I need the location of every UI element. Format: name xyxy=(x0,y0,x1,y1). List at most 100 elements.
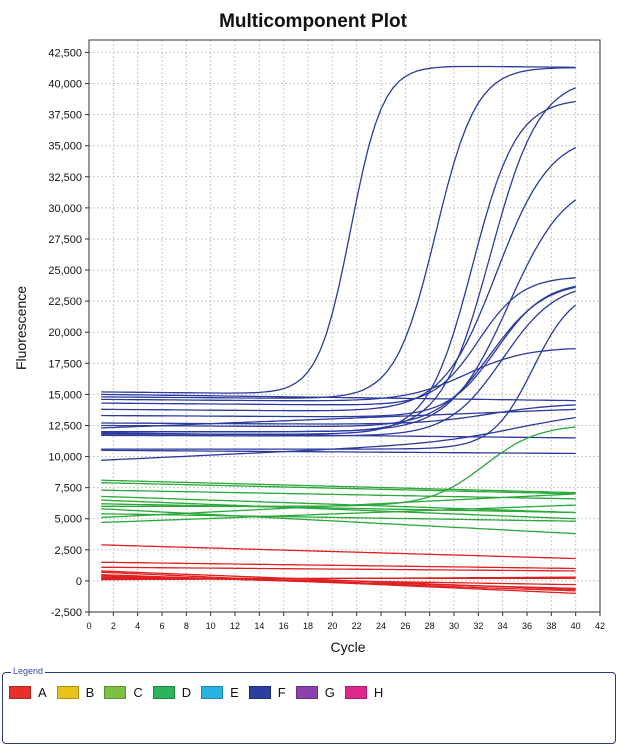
x-tick-label: 40 xyxy=(571,621,581,631)
grid xyxy=(89,40,600,612)
y-tick-label: 22,500 xyxy=(48,296,82,308)
legend-label: E xyxy=(230,685,239,700)
legend-swatch xyxy=(152,686,175,699)
legend-swatch xyxy=(201,686,224,699)
series-line xyxy=(101,513,576,522)
series-line xyxy=(101,146,577,412)
x-tick-label: 26 xyxy=(400,621,410,631)
series-line xyxy=(101,504,576,524)
series-line xyxy=(101,416,576,461)
y-tick-label: 7,500 xyxy=(54,483,82,495)
series-line xyxy=(101,347,576,402)
x-tick-label: 34 xyxy=(498,621,508,631)
x-tick-label: 38 xyxy=(546,621,556,631)
y-tick-label: 10,000 xyxy=(48,452,82,464)
series-line xyxy=(101,561,576,570)
x-tick-label: 28 xyxy=(425,621,435,631)
y-tick-label: 40,000 xyxy=(48,79,82,91)
axis-ticks: 0 2 4 6 8 10 12 14 16 18 20 22 24 26 28 30 32 34 36 38 40 42-… xyxy=(48,47,605,631)
y-tick-label: 15,000 xyxy=(48,389,82,401)
series-line xyxy=(101,495,576,514)
series-line xyxy=(101,65,576,394)
series-line xyxy=(101,408,576,429)
series-line xyxy=(101,432,576,439)
legend-item-h[interactable]: H xyxy=(344,685,384,700)
plot-area-border xyxy=(88,39,601,613)
multicomponent-chart: Multicomponent Plot 0 2 4 6 8 10 12 14 16 18 20 22 2… xyxy=(13,11,605,655)
y-tick-label: 25,000 xyxy=(48,265,82,277)
series-line xyxy=(101,404,576,425)
y-tick-label: 5,000 xyxy=(54,514,82,526)
legend-label: C xyxy=(133,685,143,700)
series-line xyxy=(101,566,576,572)
x-tick-label: 12 xyxy=(230,621,240,631)
series-line xyxy=(101,286,576,428)
x-tick-label: 2 xyxy=(111,621,116,631)
x-axis-label: Cycle xyxy=(330,639,365,655)
y-tick-label: 27,500 xyxy=(48,234,82,246)
y-tick-label: 42,500 xyxy=(48,47,82,59)
series-line xyxy=(101,277,576,406)
series-line xyxy=(101,479,576,494)
y-tick-label: 35,000 xyxy=(48,141,82,153)
x-tick-label: 22 xyxy=(352,621,362,631)
x-tick-label: 8 xyxy=(184,621,189,631)
series-line xyxy=(101,503,576,514)
legend-label: F xyxy=(277,685,286,700)
x-tick-label: 20 xyxy=(327,621,337,631)
series-line xyxy=(101,482,576,495)
legend-swatch xyxy=(248,686,271,699)
legend-item-d[interactable]: D xyxy=(152,685,191,700)
y-tick-label: 17,500 xyxy=(48,358,82,370)
y-tick-label: 12,500 xyxy=(48,420,82,432)
series-line xyxy=(101,393,576,402)
y-tick-label: 2,500 xyxy=(54,545,82,557)
legend-label: A xyxy=(38,685,47,700)
series-line xyxy=(101,426,576,507)
legend-title: Legend xyxy=(11,666,46,676)
x-tick-label: 4 xyxy=(135,621,140,631)
series-line xyxy=(101,100,576,435)
legend-label: H xyxy=(373,685,384,700)
legend-item-a[interactable]: A xyxy=(9,685,47,700)
plot-curves xyxy=(101,65,577,594)
x-tick-label: 42 xyxy=(595,621,605,631)
legend-item-b[interactable]: B xyxy=(56,685,95,700)
x-tick-label: 30 xyxy=(449,621,459,631)
series-line xyxy=(101,544,576,560)
x-tick-label: 10 xyxy=(206,621,216,631)
x-tick-label: 14 xyxy=(254,621,264,631)
x-tick-label: 18 xyxy=(303,621,313,631)
legend-swatch xyxy=(56,686,79,699)
x-tick-label: 6 xyxy=(159,621,164,631)
series-line xyxy=(101,67,576,399)
x-tick-label: 0 xyxy=(86,621,91,631)
y-axis-label: Fluorescence xyxy=(13,286,29,370)
x-tick-label: 16 xyxy=(279,621,289,631)
y-tick-label: 20,000 xyxy=(48,327,82,339)
chart-title: Multicomponent Plot xyxy=(219,11,408,32)
series-line xyxy=(101,499,576,520)
legend-swatch xyxy=(9,686,31,699)
y-tick-label: 32,500 xyxy=(48,172,82,184)
legend-item-g[interactable]: G xyxy=(295,685,335,700)
legend-swatch xyxy=(344,686,367,699)
series-line xyxy=(101,285,576,418)
legend-item-c[interactable]: C xyxy=(104,685,143,700)
x-tick-label: 36 xyxy=(522,621,532,631)
y-tick-label: 30,000 xyxy=(48,203,82,215)
legend-label: G xyxy=(324,685,335,700)
legend-item-e[interactable]: E xyxy=(201,685,239,700)
legend-label: B xyxy=(85,685,95,700)
y-tick-label: 37,500 xyxy=(48,110,82,122)
series-line xyxy=(101,199,577,433)
legend-swatch xyxy=(104,686,127,699)
series-line xyxy=(101,449,576,455)
series-line xyxy=(101,508,576,535)
x-tick-label: 24 xyxy=(376,621,386,631)
y-tick-label: -2,500 xyxy=(51,607,82,619)
series-line xyxy=(101,576,576,581)
legend-item-f[interactable]: F xyxy=(248,685,286,700)
x-tick-label: 32 xyxy=(473,621,483,631)
series-line xyxy=(101,87,576,433)
